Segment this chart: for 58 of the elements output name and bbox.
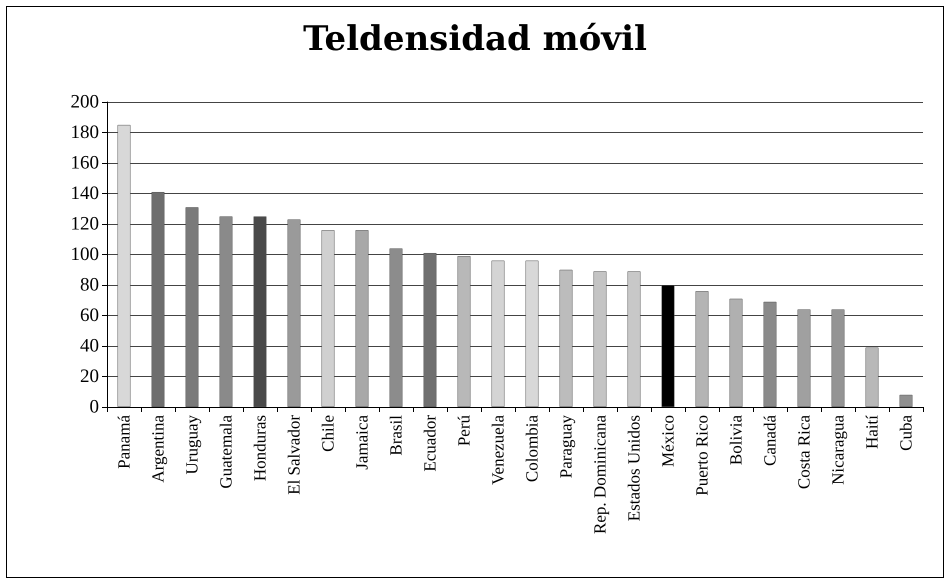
bar [118, 124, 130, 407]
x-tick-label: Rep. Dominicana [590, 414, 610, 534]
y-tick-label: 100 [70, 244, 99, 265]
bar [390, 248, 402, 407]
x-tick-label: Panamá [114, 414, 134, 469]
y-tick-label: 0 [90, 396, 99, 418]
x-tick-label: Perú [454, 414, 474, 446]
bar [492, 260, 504, 407]
y-tick-label: 80 [80, 274, 99, 296]
y-tick-label: 160 [70, 152, 99, 174]
x-tick-label: Venezuela [488, 414, 508, 485]
bar [798, 309, 810, 407]
bar [764, 302, 776, 407]
bar [424, 252, 436, 407]
y-tick-label: 180 [70, 122, 99, 143]
bar [560, 270, 572, 407]
x-tick-label: Jamaica [352, 414, 372, 470]
x-tick-label: Honduras [250, 415, 270, 482]
x-tick-label: Paraguay [556, 414, 576, 478]
chart-title: Teldensidad móvil [303, 19, 647, 59]
x-tick-label: Uruguay [182, 414, 202, 474]
bar [526, 260, 538, 407]
bar [696, 291, 708, 407]
x-tick-label: Ecuador [420, 414, 440, 472]
bar [322, 230, 334, 407]
bar [900, 394, 912, 407]
x-tick-label: Puerto Rico [692, 415, 712, 496]
x-tick-label: Cuba [896, 414, 916, 451]
x-tick-label: México [658, 415, 678, 467]
bar [152, 192, 164, 407]
y-tick-label: 120 [70, 214, 99, 234]
bar [628, 271, 640, 407]
x-tick-label: Guatemala [216, 414, 236, 489]
y-tick-label: 200 [70, 92, 99, 112]
x-tick-label: Costa Rica [794, 414, 814, 490]
y-tick-label: 60 [80, 305, 99, 326]
x-tick-label: Canadá [760, 414, 780, 466]
bar [186, 207, 198, 407]
x-tick-label: Nicaragua [828, 414, 848, 485]
bar [220, 216, 232, 407]
x-tick-label: Chile [318, 415, 338, 452]
bar [594, 271, 606, 407]
x-tick-label: Haití [862, 414, 882, 449]
bar [730, 298, 742, 407]
x-tick-label: Estados Unidos [624, 415, 644, 522]
x-tick-label: Brasil [386, 414, 406, 456]
y-tick-label: 20 [80, 366, 99, 387]
bar [288, 219, 300, 407]
bar [832, 309, 844, 407]
bar [458, 256, 470, 407]
x-tick-label: Argentina [148, 414, 168, 483]
x-tick-label: Bolivia [726, 414, 746, 466]
y-tick-label: 140 [70, 183, 99, 204]
x-tick-label: Colombia [522, 414, 542, 482]
bar [866, 348, 878, 407]
x-tick-label: El Salvador [284, 414, 304, 495]
y-tick-label: 40 [80, 336, 99, 356]
bar [356, 230, 368, 407]
